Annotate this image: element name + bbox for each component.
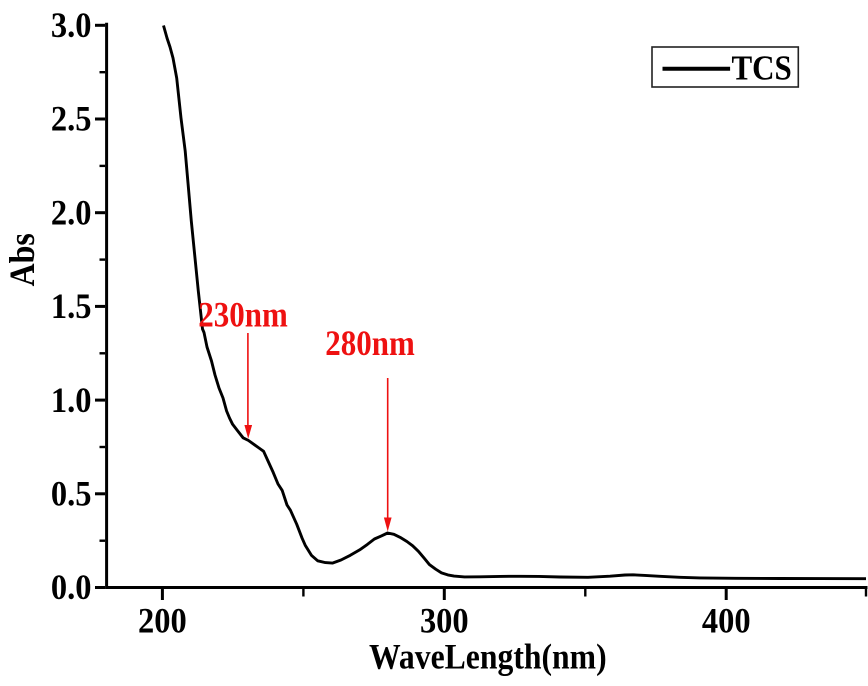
svg-text:2.5: 2.5 <box>51 99 92 139</box>
svg-text:Abs: Abs <box>3 233 42 286</box>
svg-text:300: 300 <box>420 601 469 641</box>
svg-text:200: 200 <box>138 601 187 641</box>
svg-text:230nm: 230nm <box>198 296 288 335</box>
svg-text:WaveLength(nm): WaveLength(nm) <box>369 638 607 677</box>
svg-text:1.5: 1.5 <box>51 287 92 327</box>
svg-text:3.0: 3.0 <box>51 6 92 46</box>
svg-text:280nm: 280nm <box>325 324 415 363</box>
svg-text:0.0: 0.0 <box>51 568 92 608</box>
svg-text:2.0: 2.0 <box>51 193 92 233</box>
svg-text:TCS: TCS <box>732 50 792 88</box>
svg-text:0.5: 0.5 <box>51 474 92 514</box>
svg-text:1.0: 1.0 <box>51 380 92 420</box>
svg-text:400: 400 <box>702 601 751 641</box>
